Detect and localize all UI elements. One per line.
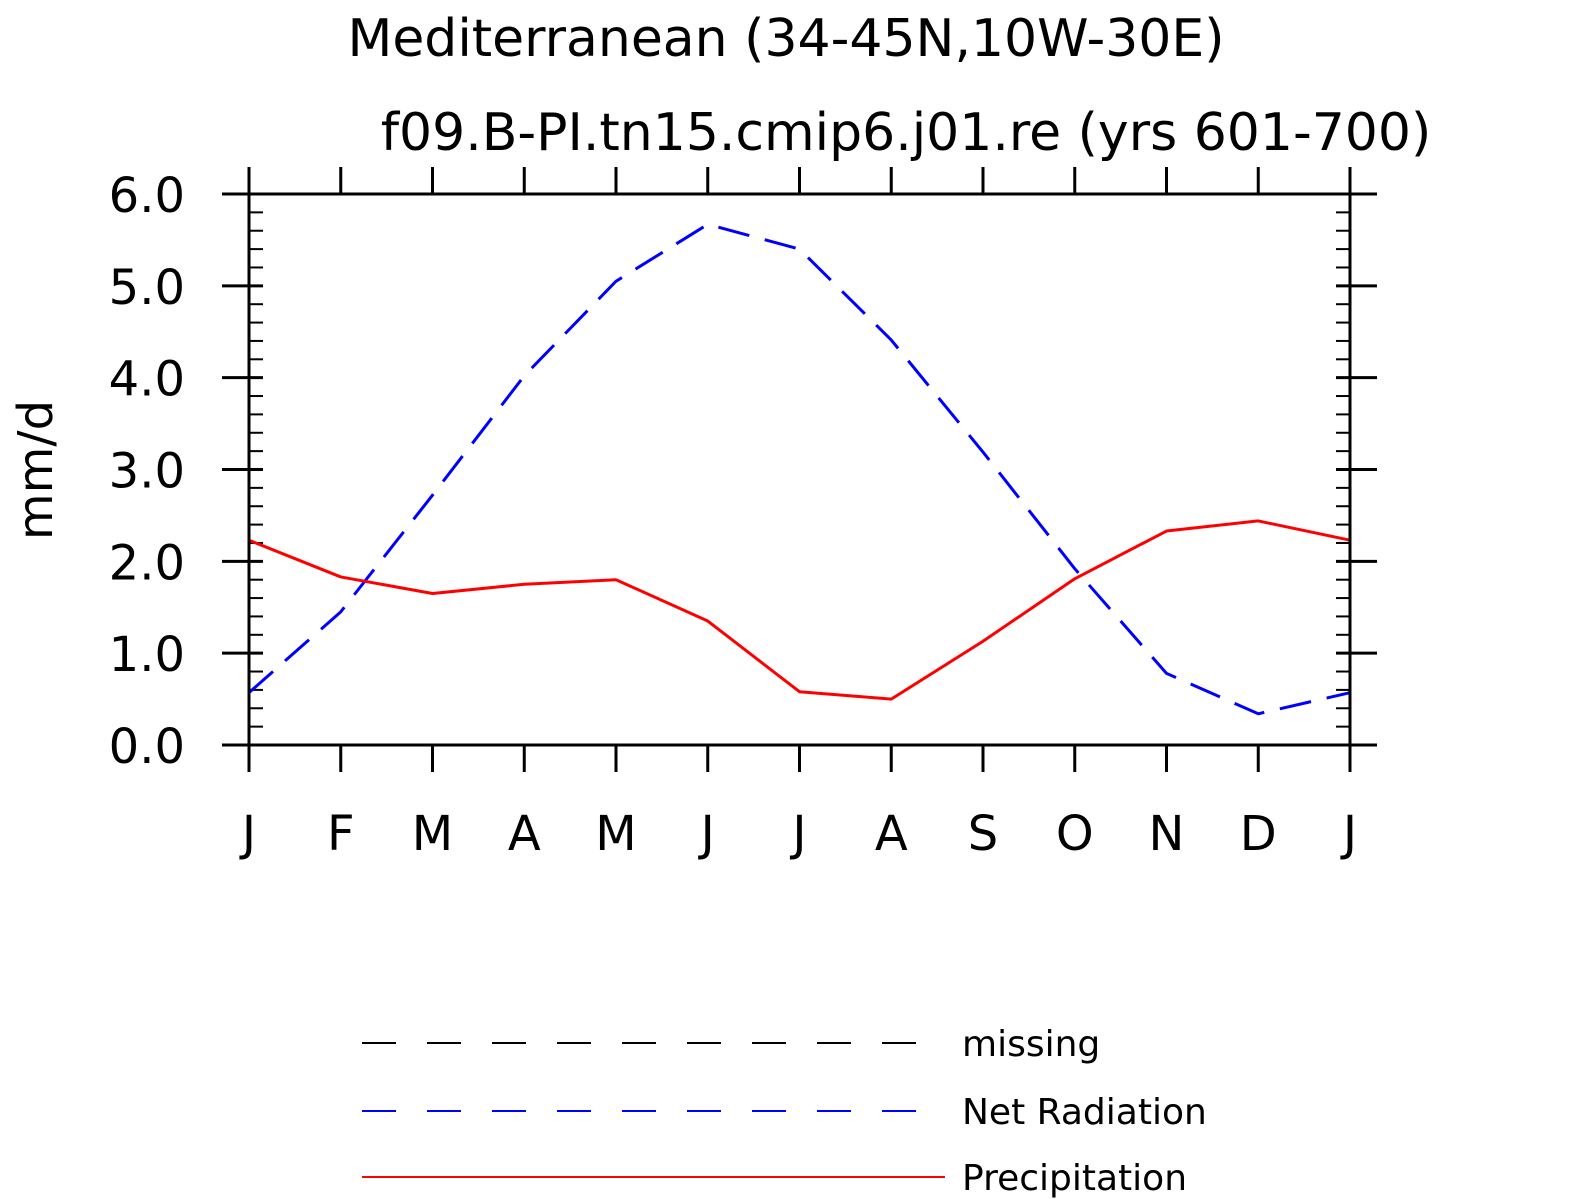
y-tick-label: 2.0 — [109, 535, 185, 591]
x-tick-label: F — [327, 806, 355, 862]
legend-label-net-radiation: Net Radiation — [962, 1092, 1207, 1133]
x-tick-label: J — [789, 806, 806, 862]
x-tick-label: J — [1340, 806, 1357, 862]
chart-title: Mediterranean (34-45N,10W-30E) — [347, 9, 1224, 69]
y-tick-label: 5.0 — [109, 260, 185, 316]
x-tick-label: A — [875, 806, 908, 862]
y-tick-label: 3.0 — [109, 444, 185, 500]
y-tick-label: 0.0 — [109, 719, 185, 775]
legend: missing Net Radiation Precipitation — [362, 1024, 1207, 1199]
legend-label-missing: missing — [962, 1024, 1100, 1065]
plot-frame — [247, 192, 1352, 747]
x-tick-label: D — [1240, 806, 1277, 862]
x-tick-label: S — [968, 806, 998, 862]
tick-labels: J F M A M J J A S O N D J0.01.02.03.04.05.06.0 — [109, 168, 1357, 862]
axis-ticks — [222, 167, 1377, 772]
series-line-net-radiation — [248, 222, 1351, 716]
x-tick-label: M — [595, 806, 636, 862]
x-tick-label: A — [508, 806, 541, 862]
series-line-precipitation — [248, 519, 1351, 701]
x-tick-label: O — [1056, 806, 1094, 862]
y-axis-label: mm/d — [8, 400, 64, 540]
y-tick-label: 6.0 — [109, 168, 185, 224]
plot-area-border — [247, 192, 1352, 747]
x-tick-label: M — [412, 806, 453, 862]
y-tick-label: 1.0 — [109, 627, 185, 683]
x-tick-label: J — [239, 806, 256, 862]
x-tick-label: J — [698, 806, 715, 862]
y-tick-label: 4.0 — [109, 352, 185, 408]
series-lines — [248, 222, 1351, 716]
chart-subtitle: f09.B-PI.tn15.cmip6.j01.re (yrs 601-700) — [381, 103, 1432, 163]
legend-label-precipitation: Precipitation — [962, 1158, 1187, 1199]
x-tick-label: N — [1149, 806, 1185, 862]
